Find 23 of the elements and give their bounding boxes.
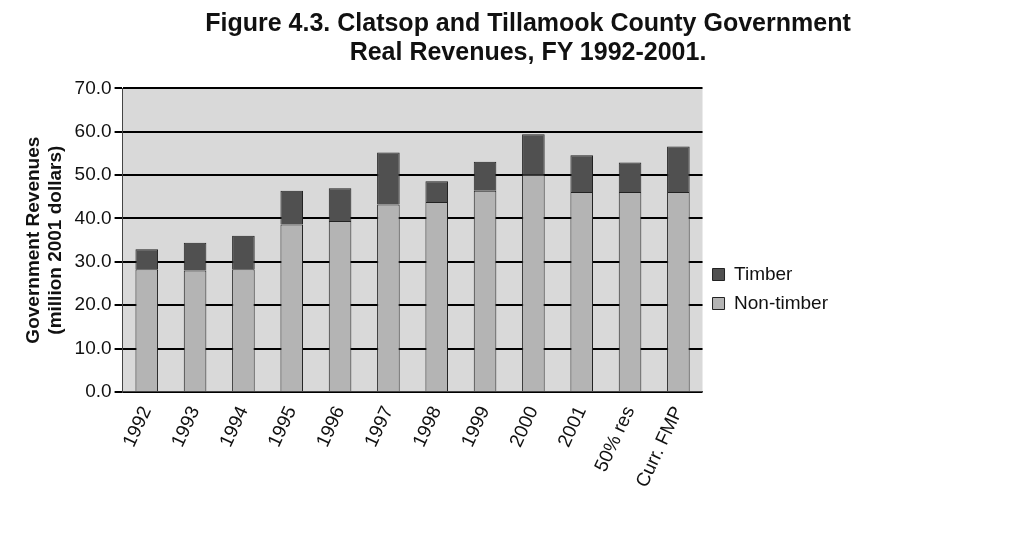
x-tick-label: 1995 <box>263 402 301 450</box>
y-tick-label: 70.0 <box>74 76 112 98</box>
x-tick-label: 2000 <box>504 402 542 450</box>
y-tick-label: 50.0 <box>74 163 112 185</box>
x-tick-label: 1998 <box>408 402 446 450</box>
y-tick-label: 40.0 <box>74 206 112 228</box>
y-tick-label: 0.0 <box>85 380 112 402</box>
x-tick-label: 1992 <box>118 402 156 450</box>
x-tick-label: 1996 <box>311 402 349 450</box>
legend-label: Non-timber <box>734 291 829 313</box>
x-tick-label: 1999 <box>456 402 494 450</box>
y-tick-label: 20.0 <box>74 293 112 315</box>
x-tick-label: 1993 <box>166 402 204 450</box>
x-tick-label: 50% res <box>589 402 639 475</box>
x-tick-label: 2001 <box>553 402 591 450</box>
y-tick-label: 30.0 <box>74 250 112 272</box>
legend-label: Timber <box>734 262 794 284</box>
x-tick-label: 1997 <box>359 402 397 450</box>
y-tick-label: 10.0 <box>74 336 112 358</box>
chart-title: Figure 4.3. Clatsop and Tillamook County Government Real Revenues, FY 1992-2001. <box>204 8 852 66</box>
y-tick-label: 60.0 <box>74 119 112 141</box>
x-tick-label: 1994 <box>214 402 252 450</box>
y-axis-title: Government Revenues (million 2001 dollars) <box>21 136 66 344</box>
